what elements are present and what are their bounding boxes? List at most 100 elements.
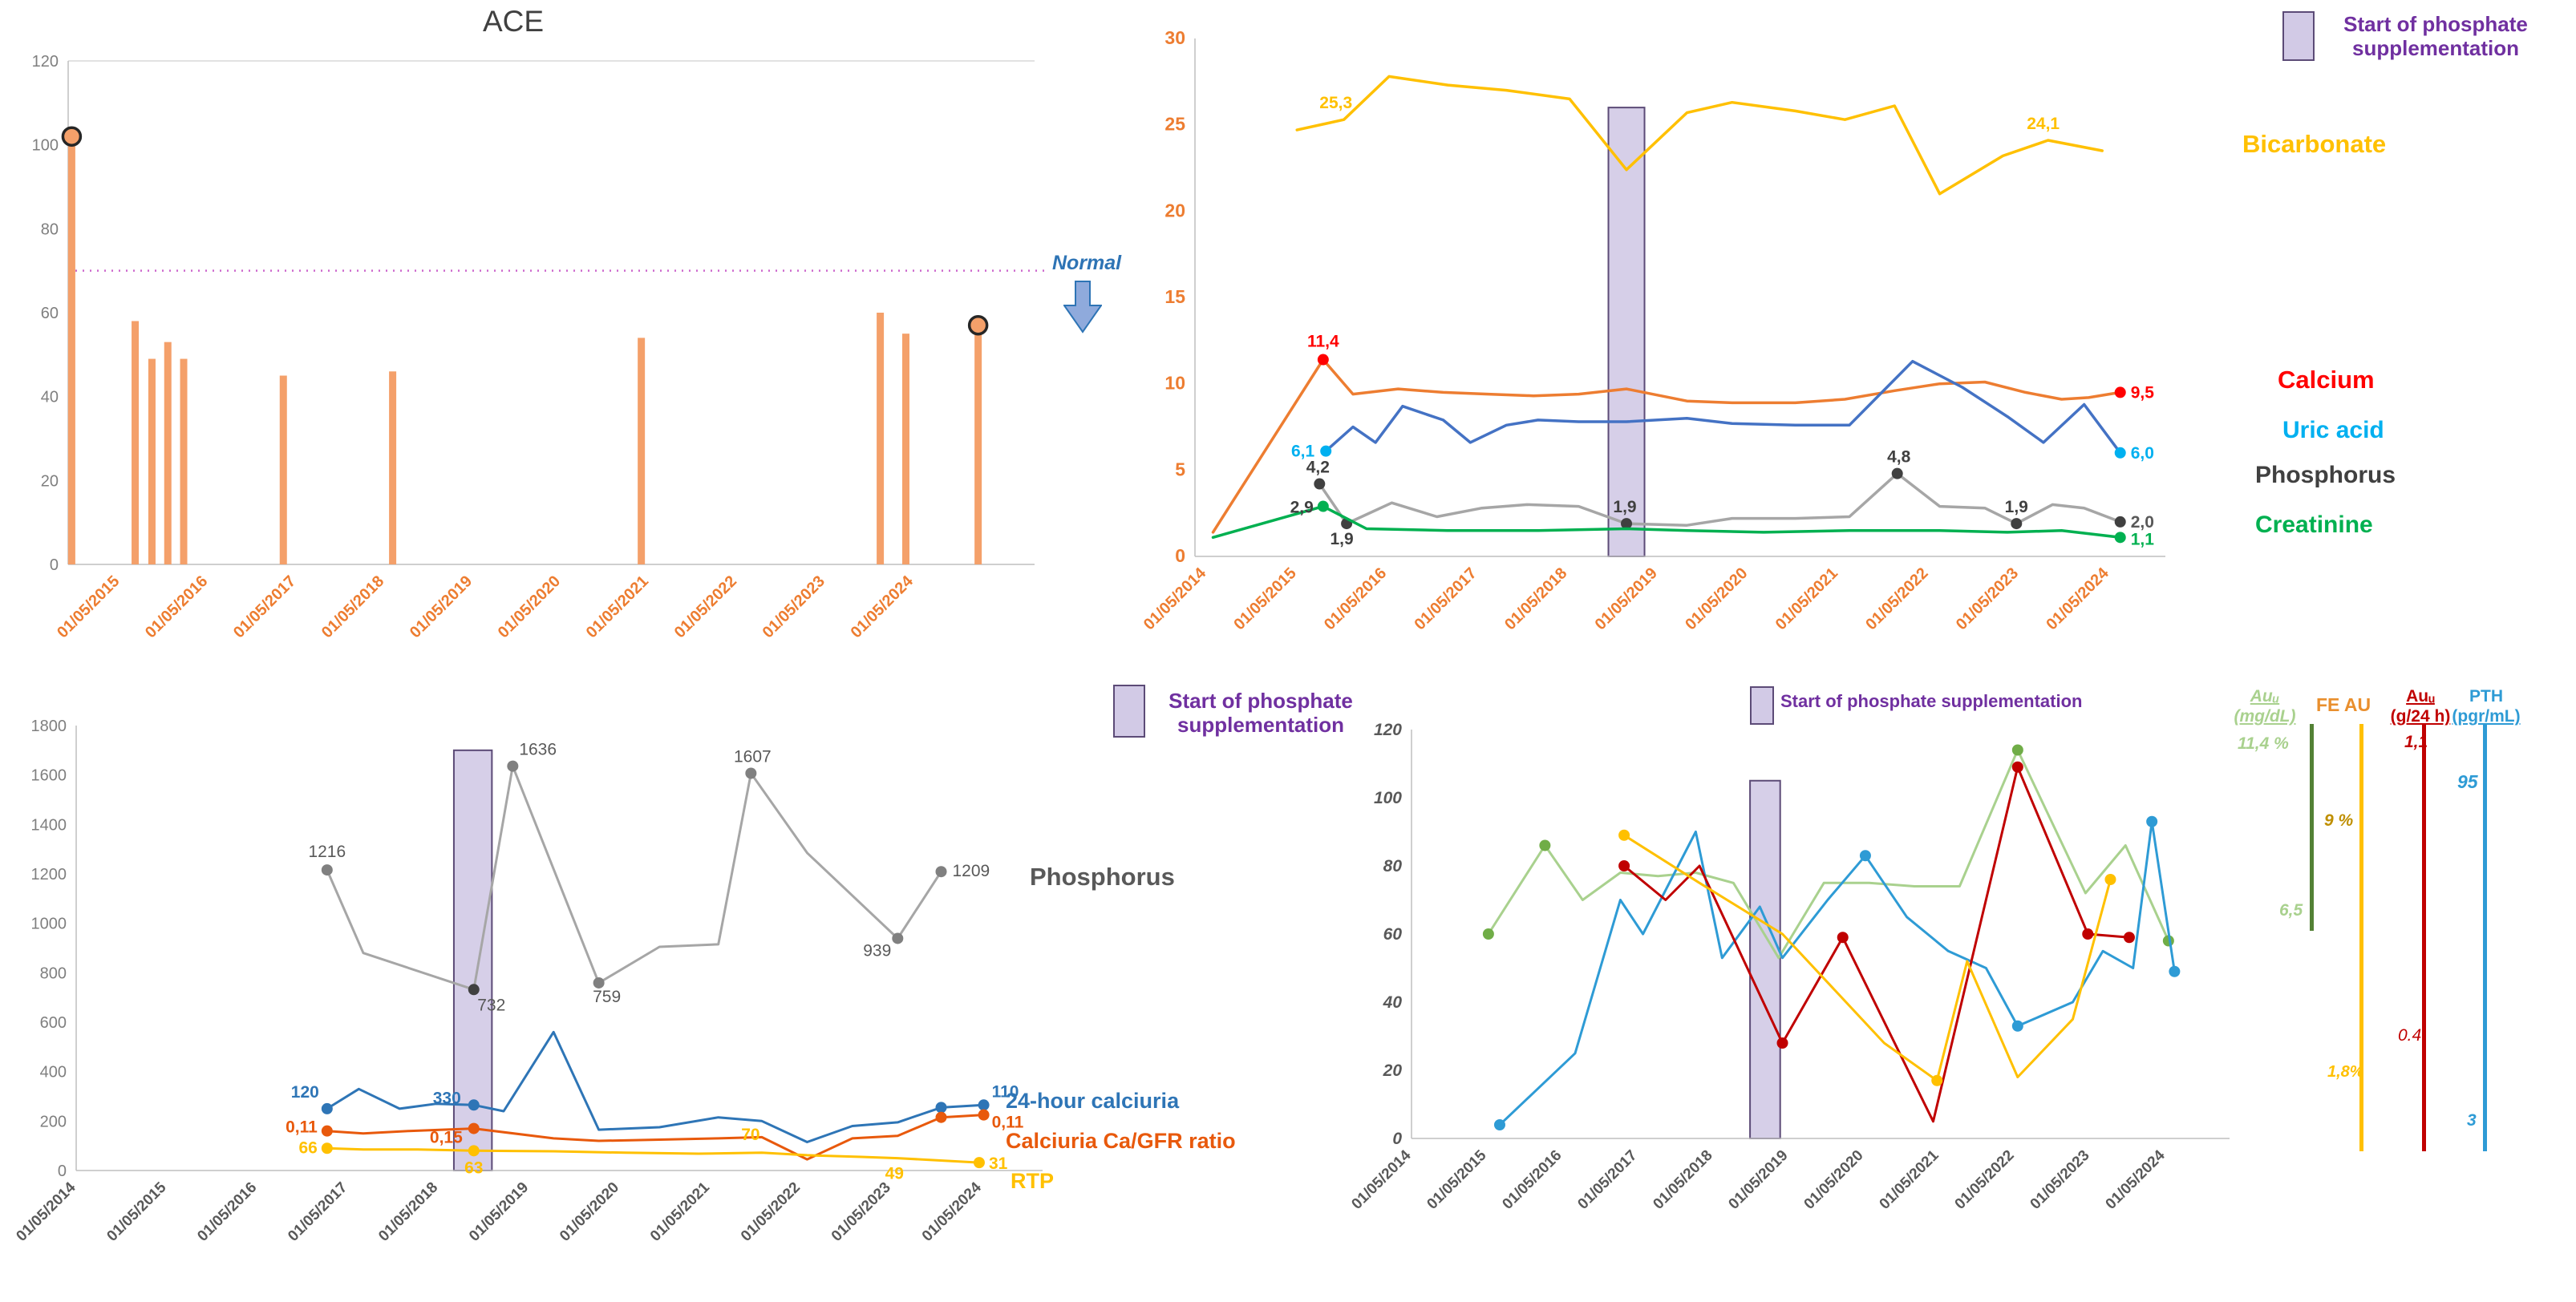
x-tick-label: 01/05/2016 [1321, 564, 1390, 633]
x-tick-label: 01/05/2024 [2103, 1146, 2169, 1212]
y-tick-label: 400 [40, 1064, 67, 1082]
urine-phosphorus-series-label: Phosphorus [1030, 863, 1175, 891]
x-tick-label: 01/05/2014 [1348, 1146, 1414, 1212]
ace-bar [901, 334, 909, 564]
data-point-fe-au [2104, 874, 2116, 885]
fe-au-value: 9 % [2324, 811, 2354, 830]
x-tick-label: 01/05/2021 [1772, 564, 1841, 633]
normal-label: Normal [1052, 252, 1122, 274]
ace-bar [148, 358, 156, 564]
ace-bar [974, 325, 982, 564]
data-label: 49 [885, 1165, 904, 1183]
x-tick-label: 01/05/2014 [13, 1179, 79, 1244]
ace-bar [67, 136, 75, 564]
data-point-au-g24h [1837, 932, 1849, 944]
legend-line2: supplementation [2351, 35, 2519, 60]
data-label: 0,11 [286, 1118, 318, 1137]
y-tick-label: 0 [50, 556, 59, 574]
y-tick-label: 60 [41, 305, 59, 322]
data-label: 1,9 [1330, 530, 1353, 548]
supplementation-legend-label: Start of phosphate supplementation [1780, 691, 2083, 711]
data-point-uric-acid [1320, 445, 1332, 457]
au-mg-axis-label-line1: Auᵤ [2250, 687, 2280, 706]
x-tick-label: 01/05/2020 [495, 572, 564, 641]
x-tick-label: 01/05/2020 [1801, 1147, 1867, 1213]
y-tick-label: 1400 [31, 816, 67, 834]
data-label: 6,0 [2131, 444, 2154, 463]
fe-au-min-value: 1,8% [2327, 1063, 2364, 1081]
x-tick-label: 01/05/2024 [919, 1179, 985, 1244]
data-point-phosphorus [892, 932, 904, 944]
data-label: 732 [477, 996, 505, 1014]
calciuria-series-label: 24-hour calciuria [1006, 1089, 1180, 1113]
x-tick-label: 01/05/2021 [647, 1179, 713, 1244]
creatinine-series-label: Creatinine [2255, 512, 2373, 538]
series-uric-acid [1324, 359, 2122, 455]
y-tick-label: 100 [32, 137, 59, 155]
data-label: 2,9 [1290, 499, 1314, 517]
x-tick-label: 01/05/2019 [466, 1179, 532, 1245]
data-point-pth [2011, 1020, 2023, 1032]
supplementation-legend-label: Start of phosphate supplementation [1148, 689, 1373, 738]
y-tick-label: 80 [41, 220, 59, 238]
series-au-mg [1487, 749, 2170, 960]
y-tick-label: 30 [1164, 27, 1185, 48]
data-point-calciuria [468, 1099, 480, 1111]
data-label: 0,15 [430, 1129, 463, 1147]
data-point-phosphorus [2114, 516, 2126, 528]
data-label: 1209 [953, 862, 990, 880]
ace-chart: 0 20 40 60 80 100 120 01/05/2015 01/05/2016 01/05… [32, 53, 1044, 641]
x-tick-label: 01/05/2019 [1592, 564, 1661, 633]
x-tick-label: 01/05/2017 [230, 572, 299, 641]
data-point-phosphorus [593, 976, 605, 989]
y-tick-label: 600 [40, 1014, 67, 1032]
series-rtp [326, 1146, 981, 1164]
x-tick-label: 01/05/2017 [1411, 564, 1480, 633]
y-tick-label: 1000 [31, 916, 67, 933]
y-tick-label: 200 [40, 1113, 67, 1130]
data-label: 24,1 [2027, 115, 2060, 133]
data-point-au-mg [1482, 928, 1494, 940]
data-point-au-g24h [1618, 860, 1630, 871]
pth-axis-label: PTH (pgr/mL) [2438, 686, 2534, 726]
data-label: 63 [464, 1158, 483, 1177]
y-tick-label: 40 [41, 389, 59, 406]
supplementation-legend-swatch [1113, 685, 1145, 738]
x-tick-label: 01/05/2020 [557, 1179, 622, 1245]
data-point-pth [2169, 965, 2181, 977]
y-tick-label: 800 [40, 964, 67, 982]
page-title: ACE [482, 5, 545, 38]
x-tick-label: 01/05/2022 [1952, 1147, 2018, 1213]
data-point-creatinine [1317, 500, 1329, 512]
data-point-pth [2146, 815, 2158, 827]
data-label: 110 [992, 1082, 1019, 1101]
y-tick-label: 5 [1175, 459, 1185, 479]
data-point-phosphorus [1314, 478, 1326, 490]
y-tick-label: 1800 [31, 718, 67, 735]
x-tick-label: 01/05/2019 [407, 572, 476, 641]
series-phosphorus [1318, 471, 2122, 527]
data-label: 120 [291, 1083, 319, 1102]
x-tick-label: 01/05/2024 [848, 572, 917, 641]
ace-bar [132, 321, 140, 564]
data-label: 2,0 [2131, 513, 2154, 532]
au-mg-max-value: 11,4 % [2238, 734, 2289, 753]
data-point-au-g24h [2123, 932, 2135, 944]
y-tick-label: 40 [1383, 993, 1403, 1012]
x-tick-label: 01/05/2017 [1574, 1147, 1640, 1213]
data-point-ca-gfr-ratio [935, 1111, 947, 1123]
data-point-phosphorus [468, 984, 480, 996]
supplementation-legend-swatch [2282, 11, 2315, 61]
data-point-phosphorus [745, 767, 757, 779]
y-tick-label: 0 [58, 1162, 67, 1180]
data-point-ca-gfr-ratio [978, 1109, 990, 1121]
x-tick-label: 01/05/2022 [1862, 564, 1931, 633]
x-tick-label: 01/05/2022 [738, 1179, 804, 1245]
x-tick-label: 01/05/2018 [1501, 564, 1570, 633]
y-tick-label: 20 [41, 472, 59, 490]
uric-acid-series-label: Uric acid [2282, 417, 2384, 443]
data-label: 31 [989, 1154, 1008, 1173]
y-tick-label: 25 [1164, 114, 1185, 135]
y-tick-label: 120 [1374, 721, 1402, 739]
x-tick-label: 01/05/2015 [54, 572, 123, 641]
